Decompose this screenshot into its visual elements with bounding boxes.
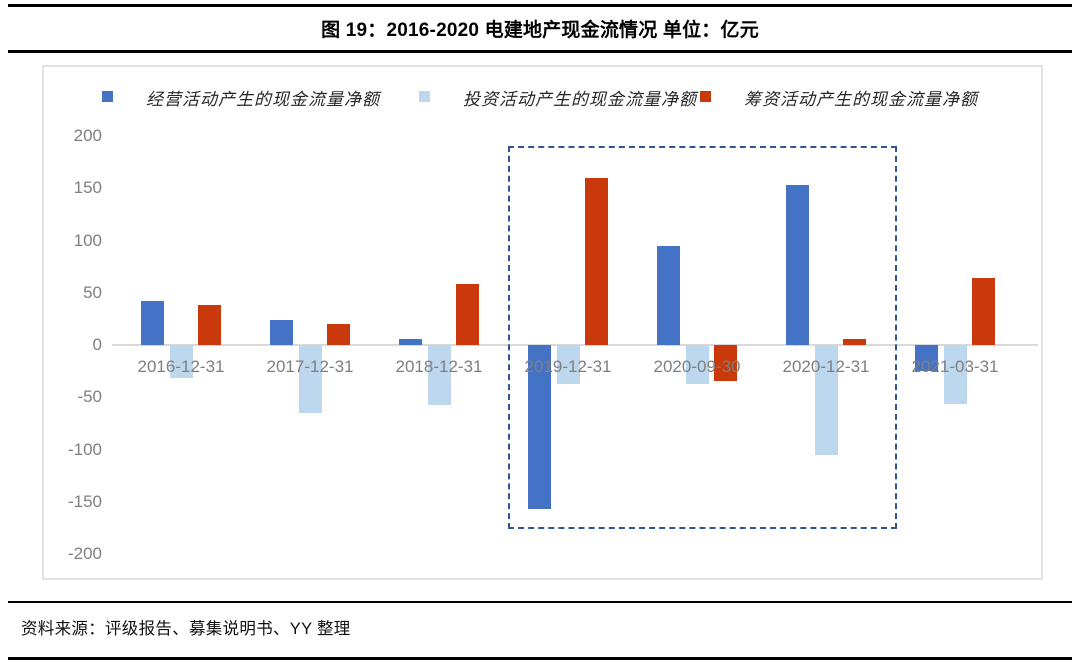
bar-operating-2017-12-31 — [269, 319, 293, 345]
bar-operating-2020-12-31 — [785, 185, 809, 345]
ytick-label--150: -150 — [67, 491, 102, 511]
ytick-label-200: 200 — [73, 126, 102, 145]
bar-financing-2021-03-31 — [972, 278, 996, 345]
source-note: 资料来源：评级报告、募集说明书、YY 整理 — [21, 620, 351, 638]
bar-investing-2017-12-31 — [298, 345, 322, 413]
bar-investing-2021-03-31 — [943, 345, 967, 404]
bottom-divider — [8, 657, 1072, 660]
bar-financing-2018-12-31 — [456, 284, 480, 345]
ytick-label-150: 150 — [73, 178, 102, 198]
top-divider — [8, 4, 1072, 7]
bar-investing-2016-12-31 — [169, 345, 193, 379]
category-label-2020-09-30: 2020-09-30 — [653, 357, 741, 376]
category-label-2018-12-31: 2018-12-31 — [395, 357, 483, 376]
bar-financing-2020-12-31 — [843, 338, 867, 345]
ytick-label--50: -50 — [77, 387, 102, 407]
ytick-label-100: 100 — [73, 230, 102, 250]
legend-swatch-financing — [700, 91, 711, 102]
bar-operating-2020-09-30 — [656, 245, 680, 345]
category-label-2016-12-31: 2016-12-31 — [137, 357, 225, 376]
title-divider — [8, 50, 1072, 53]
legend-label-financing: 筹资活动产生的现金流量净额 — [744, 90, 978, 110]
highlight-box — [508, 146, 897, 529]
legend-label-investing: 投资活动产生的现金流量净额 — [463, 90, 697, 110]
legend-label-operating: 经营活动产生的现金流量净额 — [146, 90, 380, 110]
ytick-label-50: 50 — [83, 282, 102, 302]
ytick-label-0: 0 — [92, 335, 102, 354]
category-label-2019-12-31: 2019-12-31 — [524, 357, 612, 376]
figure-title: 图 19：2016-2020 电建地产现金流情况 单位：亿元 — [321, 20, 759, 41]
bar-operating-2016-12-31 — [140, 301, 164, 345]
bar-operating-2019-12-31 — [527, 345, 551, 510]
category-label-2017-12-31: 2017-12-31 — [266, 357, 354, 376]
bar-investing-2020-09-30 — [685, 345, 709, 384]
bar-investing-2019-12-31 — [556, 345, 580, 384]
source-divider — [8, 601, 1072, 603]
ytick-label--200: -200 — [67, 544, 102, 563]
ytick-label--100: -100 — [67, 439, 102, 459]
chart-panel: 经营活动产生的现金流量净额 投资活动产生的现金流量净额 筹资活动产生的现金流量净额 … — [42, 65, 1043, 580]
bar-operating-2021-03-31 — [914, 345, 938, 372]
bar-financing-2020-09-30 — [714, 345, 738, 381]
legend-swatch-investing — [419, 91, 430, 102]
bar-operating-2018-12-31 — [398, 338, 422, 345]
bar-financing-2017-12-31 — [327, 324, 351, 345]
legend-swatch-operating — [102, 91, 113, 102]
category-label-2021-03-31: 2021-03-31 — [911, 357, 999, 376]
category-label-2020-12-31: 2020-12-31 — [782, 357, 870, 376]
bar-investing-2018-12-31 — [427, 345, 451, 405]
bar-financing-2019-12-31 — [585, 177, 609, 345]
bar-financing-2016-12-31 — [198, 305, 222, 345]
bar-investing-2020-12-31 — [814, 345, 838, 455]
